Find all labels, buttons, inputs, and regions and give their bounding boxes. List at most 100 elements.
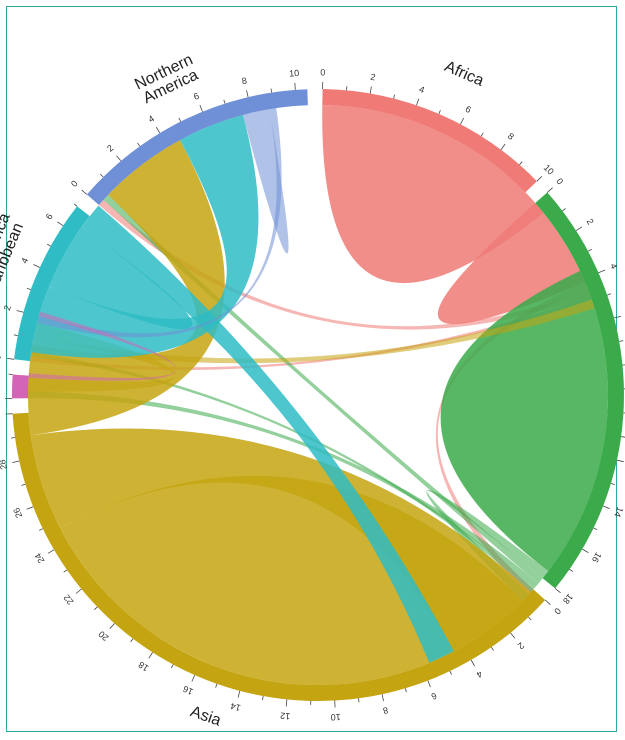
axis-tick bbox=[449, 670, 452, 675]
region-label-line: Asia bbox=[188, 703, 223, 729]
region-label-northern-america: NorthernAmerica bbox=[132, 51, 202, 108]
chord-africa-to-africa bbox=[322, 105, 544, 284]
axis-tick bbox=[73, 203, 78, 207]
axis-tick bbox=[603, 505, 610, 509]
axis-tick bbox=[191, 674, 196, 682]
tick-label: 10 bbox=[542, 162, 556, 176]
tick-label: 8 bbox=[382, 705, 389, 716]
region-arc-africa bbox=[322, 89, 537, 193]
axis-tick bbox=[610, 483, 615, 485]
region-europe: 024681012141618Europe bbox=[535, 176, 625, 606]
tick-label: 8 bbox=[241, 75, 248, 86]
axis-tick bbox=[607, 293, 612, 296]
axis-tick bbox=[26, 287, 31, 290]
axis-tick bbox=[438, 110, 441, 115]
axis-tick bbox=[94, 606, 98, 610]
axis-tick bbox=[480, 132, 484, 137]
chord-latin-america-and-caribbean-to-latin-america-and-caribbean bbox=[49, 227, 193, 330]
region-arc-europe bbox=[535, 192, 624, 589]
axis-tick bbox=[12, 460, 20, 463]
tick-label: 2 bbox=[585, 217, 596, 227]
axis-tick bbox=[369, 86, 372, 94]
axis-tick bbox=[427, 680, 431, 688]
axis-tick bbox=[170, 664, 174, 669]
chord-latin-america-and-caribbean-to-northern-america bbox=[31, 114, 259, 358]
axis-tick bbox=[519, 161, 523, 165]
axis-tick bbox=[75, 588, 82, 594]
tick-label: 2 bbox=[516, 640, 526, 651]
axis-tick bbox=[81, 189, 88, 195]
axis-tick bbox=[57, 221, 64, 227]
axis-tick bbox=[109, 623, 115, 629]
region-oceania: 0Oceania bbox=[0, 373, 29, 401]
tick-label: 26 bbox=[11, 506, 24, 519]
axis-tick bbox=[47, 549, 55, 554]
tick-label: 10 bbox=[289, 68, 300, 79]
axis-tick bbox=[63, 569, 68, 573]
axis-tick bbox=[621, 436, 625, 438]
axis-tick bbox=[562, 208, 566, 212]
chord-europe-to-europe bbox=[440, 270, 609, 572]
axis-tick bbox=[616, 459, 624, 463]
axis-tick bbox=[100, 173, 104, 178]
tick-label: 0 bbox=[552, 606, 563, 616]
tick-label: 6 bbox=[430, 691, 438, 702]
axis-tick bbox=[544, 599, 551, 605]
tick-label: 10 bbox=[330, 712, 341, 723]
axis-tick bbox=[16, 310, 24, 313]
axis-tick bbox=[10, 437, 16, 439]
axis-tick bbox=[33, 264, 40, 268]
axis-tick bbox=[294, 82, 296, 90]
axis-tick bbox=[21, 483, 26, 486]
axis-tick bbox=[178, 117, 182, 122]
axis-tick bbox=[582, 548, 589, 553]
axis-tick bbox=[7, 358, 15, 360]
axis-tick bbox=[13, 334, 18, 336]
tick-label: 0 bbox=[554, 176, 565, 186]
axis-tick bbox=[404, 688, 407, 693]
axis-tick bbox=[246, 90, 249, 98]
axis-tick bbox=[500, 143, 506, 150]
tick-label: 20 bbox=[96, 629, 110, 643]
tick-label: 16 bbox=[590, 551, 604, 565]
chord-ribbons bbox=[27, 105, 609, 686]
region-label-africa: Africa bbox=[442, 58, 486, 90]
axis-tick bbox=[130, 638, 134, 643]
axis-tick bbox=[547, 187, 553, 193]
region-arc-oceania bbox=[11, 374, 29, 399]
axis-tick bbox=[381, 694, 384, 702]
tick-label: 6 bbox=[192, 91, 200, 102]
tick-label: 22 bbox=[61, 593, 75, 607]
axis-tick bbox=[528, 616, 532, 621]
region-label-line: Africa bbox=[442, 58, 486, 90]
chord-asia-to-europe bbox=[30, 428, 531, 652]
axis-tick bbox=[575, 226, 583, 231]
axis-tick bbox=[237, 690, 241, 698]
axis-tick bbox=[470, 659, 475, 667]
axis-tick bbox=[155, 126, 161, 134]
axis-tick bbox=[137, 142, 141, 147]
axis-tick bbox=[569, 568, 574, 572]
axis-tick bbox=[490, 646, 494, 651]
tick-label: 2 bbox=[105, 143, 115, 154]
axis-tick bbox=[554, 588, 561, 594]
tick-label: 0 bbox=[320, 67, 325, 77]
axis-tick bbox=[262, 696, 264, 701]
axis-tick bbox=[598, 269, 606, 274]
tick-label: 16 bbox=[181, 684, 194, 697]
axis-tick bbox=[593, 527, 598, 531]
axis-tick bbox=[393, 94, 395, 99]
axis-tick bbox=[223, 99, 226, 104]
tick-label: 4 bbox=[146, 113, 155, 124]
tick-label: 12 bbox=[280, 710, 291, 721]
axis-tick bbox=[622, 364, 625, 366]
axis-tick bbox=[116, 155, 122, 162]
axis-tick bbox=[614, 315, 622, 319]
tick-label: 14 bbox=[230, 701, 242, 713]
tick-label: 18 bbox=[561, 592, 575, 606]
tick-label: 24 bbox=[33, 551, 47, 565]
tick-label: 4 bbox=[418, 84, 426, 95]
tick-label: 6 bbox=[44, 212, 55, 222]
tick-label: 0 bbox=[69, 178, 80, 188]
